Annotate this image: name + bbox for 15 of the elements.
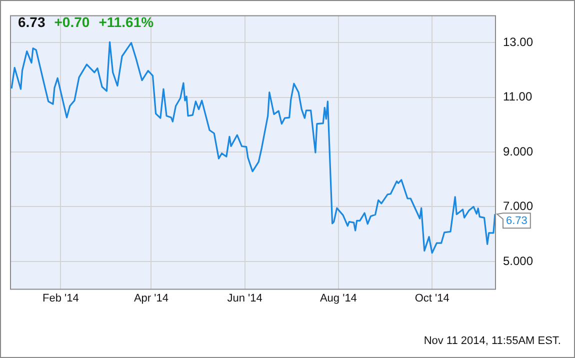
- y-tick-label: 9.000: [503, 144, 534, 158]
- annotation: 6.73: [18, 14, 46, 30]
- y-tick-label: 11.00: [503, 90, 532, 104]
- y-tick-label: 13.00: [503, 34, 534, 49]
- x-tick-label: Oct '14: [414, 292, 450, 304]
- annotation: +11.61%: [98, 14, 154, 30]
- y-tick-label: 5.000: [503, 254, 534, 268]
- annotation: +0.70: [54, 14, 90, 30]
- annotation: 6.73: [506, 215, 528, 228]
- x-tick-label: Feb '14: [42, 292, 79, 304]
- x-tick-label: Jun '14: [227, 292, 262, 304]
- y-tick-label: 7.000: [503, 199, 534, 214]
- x-tick-label: Aug '14: [320, 292, 357, 304]
- x-tick-label: Apr '14: [134, 292, 168, 304]
- text: Nov 11 2014, 11:55AM EST.: [424, 335, 561, 347]
